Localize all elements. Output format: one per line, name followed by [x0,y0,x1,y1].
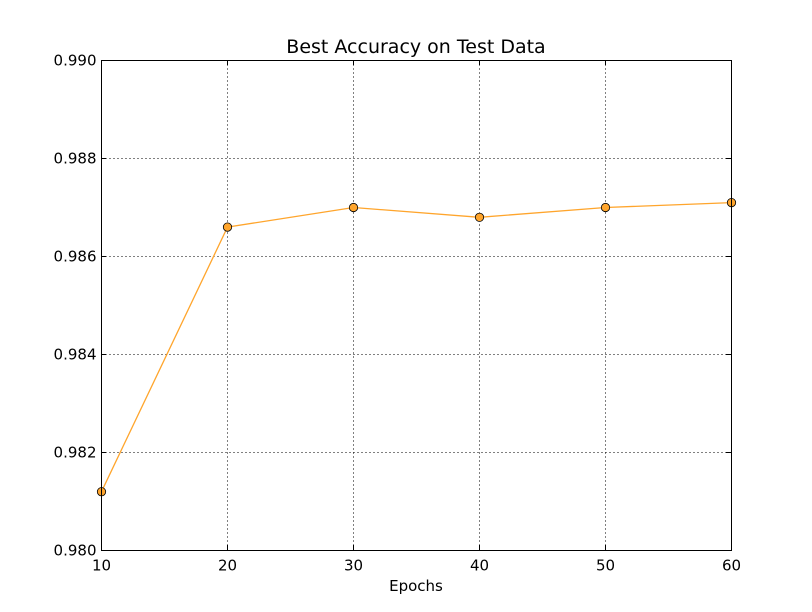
data-point [222,222,233,232]
plot-frame [101,60,732,551]
data-point [348,202,359,213]
chart-title: Best Accuracy on Test Data [286,36,545,58]
x-tick-label: 60 [722,557,741,575]
ticks: 10 20 30 40 50 60 0.980 0.982 0.984 0.986 0.988 0.9… [54,52,742,575]
series-line [100,201,732,492]
x-tick-label: 20 [218,557,237,575]
y-tick-label: 0.990 [54,52,97,70]
grid [101,60,732,551]
y-tick-label: 0.982 [54,444,97,462]
x-tick-label: 10 [92,557,111,575]
data-point [600,202,611,213]
y-tick-label: 0.980 [54,542,97,560]
data-point [474,212,485,222]
x-tick-label: 30 [344,557,363,575]
y-tick-label: 0.988 [54,150,97,168]
series [96,198,737,497]
x-tick-label: 40 [470,557,489,575]
y-tick-label: 0.984 [54,346,97,364]
x-tick-label: 50 [596,557,615,575]
x-axis-label: Epochs [389,577,443,595]
y-tick-label: 0.986 [54,248,97,266]
